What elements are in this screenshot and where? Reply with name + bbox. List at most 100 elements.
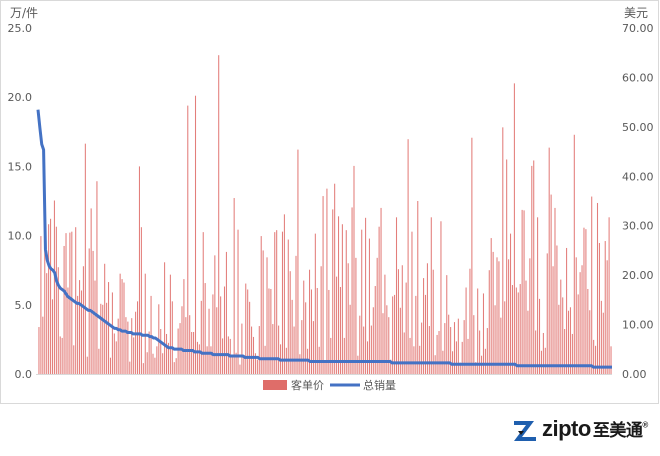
bar	[169, 274, 171, 374]
bar	[598, 243, 600, 374]
bar	[506, 159, 508, 374]
bar	[61, 337, 63, 374]
bar	[492, 251, 494, 374]
bar	[210, 346, 212, 374]
left-tick-label: 15.0	[8, 160, 33, 173]
logo-registered: ®	[642, 420, 648, 430]
bar	[517, 292, 519, 374]
bar	[212, 294, 214, 374]
right-axis-ticks: 0.00 10.00 20.00 30.00 40.00 50.00 60.00 70.00	[622, 22, 654, 381]
bar	[604, 241, 606, 374]
bar	[150, 295, 152, 374]
bar	[53, 200, 55, 374]
bar	[363, 326, 365, 374]
bar	[533, 160, 535, 374]
bar	[135, 311, 137, 374]
logo-brand-latin: zipto	[542, 416, 591, 441]
bar	[156, 346, 158, 374]
bar	[515, 287, 517, 374]
bar	[550, 194, 552, 374]
bar	[104, 263, 106, 374]
bar	[423, 278, 425, 374]
bar	[71, 231, 73, 374]
bar	[198, 344, 200, 374]
bar	[519, 284, 521, 374]
bar	[123, 282, 125, 374]
bar	[148, 331, 150, 374]
bar	[237, 229, 239, 374]
left-tick-label: 10.0	[8, 230, 33, 243]
bar	[98, 348, 100, 374]
bar	[591, 196, 593, 374]
bar	[471, 137, 473, 374]
bar	[330, 337, 332, 374]
bar	[109, 357, 111, 374]
bar	[453, 322, 456, 374]
left-tick-label: 5.0	[15, 299, 33, 312]
bar	[303, 280, 305, 374]
bar	[185, 317, 187, 374]
bar	[336, 276, 338, 374]
bar	[225, 251, 227, 374]
bar	[521, 209, 523, 374]
bar	[239, 364, 241, 374]
bar	[67, 287, 69, 374]
bar	[409, 337, 411, 374]
bar	[390, 359, 392, 374]
bar	[531, 165, 533, 374]
bar	[349, 304, 351, 374]
bar	[488, 270, 490, 374]
bar	[567, 310, 570, 374]
bar	[218, 55, 220, 374]
right-tick-label: 20.00	[622, 269, 654, 282]
right-tick-label: 30.00	[622, 220, 654, 233]
bar	[162, 353, 164, 374]
bar	[249, 301, 251, 374]
bar	[117, 318, 119, 374]
bar	[247, 289, 249, 374]
bar	[486, 328, 488, 374]
bar	[450, 327, 452, 374]
bar	[223, 286, 226, 374]
bar	[183, 279, 185, 374]
bar	[401, 265, 403, 374]
bar	[365, 217, 367, 374]
bar	[444, 323, 446, 374]
bar	[69, 232, 71, 374]
line-layer	[36, 109, 612, 369]
bar	[339, 287, 341, 374]
left-tick-label: 25.0	[8, 22, 33, 35]
bar	[152, 353, 154, 374]
bar	[146, 352, 148, 374]
bar	[222, 338, 224, 374]
bar	[133, 337, 135, 374]
bar	[173, 362, 175, 374]
bar	[55, 226, 57, 374]
bar	[523, 210, 525, 374]
bar	[384, 274, 386, 374]
bar	[579, 272, 581, 374]
bar	[370, 325, 372, 374]
bar	[513, 83, 515, 375]
bar	[73, 345, 75, 374]
right-tick-label: 10.00	[622, 319, 654, 332]
bar	[407, 139, 409, 374]
chart-svg: 0.0 5.0 10.0 15.0 20.0 25.0 0.00 10.00 20.00 30.…	[0, 0, 659, 404]
bar	[452, 351, 454, 374]
bar	[113, 333, 115, 374]
bar	[268, 288, 270, 374]
bar	[328, 289, 330, 374]
bar	[131, 318, 133, 374]
bar	[529, 258, 531, 374]
bar	[297, 149, 299, 374]
bar	[465, 287, 467, 374]
bar	[606, 260, 608, 374]
left-tick-label: 0.0	[15, 368, 33, 381]
bar	[301, 320, 303, 374]
bar	[415, 295, 417, 374]
bar	[57, 267, 59, 374]
bar	[421, 322, 423, 374]
bar	[167, 342, 169, 374]
chart-border	[0, 0, 659, 404]
bar	[510, 233, 512, 374]
